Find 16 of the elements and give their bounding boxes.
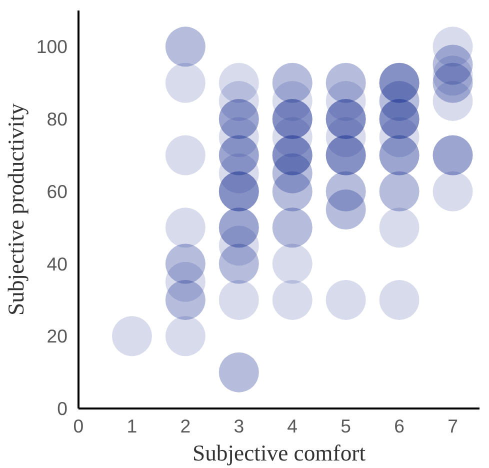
y-tick-label: 80 <box>46 108 68 130</box>
x-tick-label: 6 <box>394 416 405 436</box>
x-tick-label: 3 <box>234 416 244 436</box>
y-tick-label: 20 <box>46 326 68 347</box>
y-axis-title: Subjective productivity <box>3 102 28 316</box>
x-tick-label: 7 <box>448 416 458 436</box>
y-tick-label: 0 <box>57 398 68 419</box>
x-axis-title: Subjective comfort <box>192 440 366 466</box>
x-tick-label: 5 <box>340 416 352 436</box>
y-tick-label: 40 <box>46 253 68 274</box>
y-tick-label: 60 <box>46 180 68 202</box>
x-tick-label: 0 <box>73 416 84 436</box>
x-tick-label: 2 <box>180 416 191 436</box>
y-tick-label: 100 <box>36 36 68 58</box>
x-tick-label: 1 <box>126 416 138 436</box>
x-tick-label: 4 <box>287 416 298 436</box>
